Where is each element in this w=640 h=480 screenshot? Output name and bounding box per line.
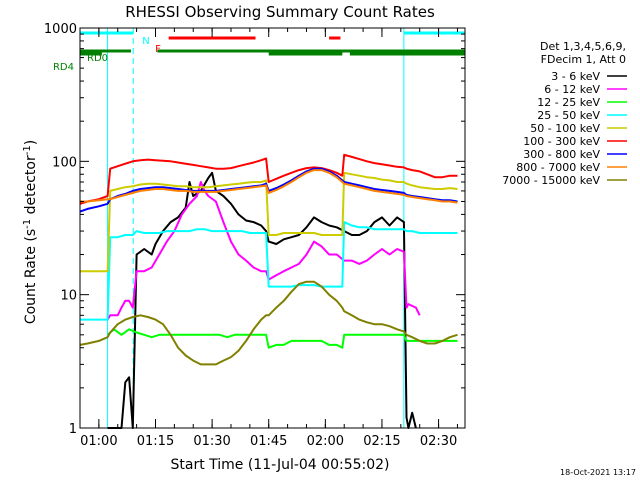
x-tick-label: 02:30: [420, 434, 457, 449]
y-axis-label-exp1: -1: [22, 219, 33, 229]
legend-label-8: 7000 - 15000 keV: [502, 174, 600, 187]
legend-label-7: 800 - 7000 keV: [516, 161, 600, 174]
state-bar-1: [168, 36, 256, 40]
legend-label-6: 300 - 800 keV: [523, 148, 600, 161]
state-label-rd0: RD0: [87, 53, 108, 64]
x-axis-label: Start Time (11-Jul-04 00:55:02): [170, 457, 389, 473]
y-axis-label-main: Count Rate (s: [23, 229, 39, 324]
state-bar-3: [349, 52, 465, 56]
series-line-7: [80, 169, 458, 204]
y-tick-label: 1000: [44, 22, 77, 37]
legend-label-3: 25 - 50 keV: [537, 109, 600, 122]
y-axis-label-end: ): [23, 140, 39, 145]
x-tick-label: 01:45: [250, 434, 287, 449]
state-bar-3: [268, 52, 343, 56]
state-bar-0: [403, 31, 465, 35]
footer-timestamp: 18-Oct-2021 13:17: [560, 468, 636, 477]
legend-header-line-2: FDecim 1, Att 0: [541, 53, 626, 66]
series-line-4: [80, 171, 458, 273]
x-tick-label: 02:15: [363, 434, 400, 449]
state-bar-1: [329, 36, 341, 40]
state-label-n: N: [142, 36, 149, 47]
y-tick-label: 1: [69, 422, 77, 437]
y-axis-label-exp2: -1: [22, 145, 33, 155]
series-line-3: [80, 221, 458, 321]
legend-label-0: 3 - 6 keV: [551, 70, 600, 83]
state-label-rd4: RD4: [53, 62, 74, 73]
state-label-f: F: [155, 44, 161, 55]
series-line-2: [106, 328, 458, 349]
x-tick-label: 01:30: [193, 434, 230, 449]
state-bar-0: [80, 31, 134, 35]
series-line-6: [79, 167, 458, 213]
plot-layer: [79, 28, 466, 429]
chart-title: RHESSI Observing Summary Count Rates: [125, 3, 435, 21]
state-bar-3: [80, 52, 102, 56]
series-line-0: [107, 171, 417, 429]
plot-frame: [79, 27, 466, 429]
y-tick-label: 100: [52, 155, 77, 170]
y-tick-label: 10: [60, 289, 77, 304]
y-axis-label: Count Rate (s-1 detector-1): [22, 140, 39, 324]
legend-label-1: 6 - 12 keV: [544, 83, 600, 96]
legend-header-line-1: Det 1,3,4,5,6,9,: [540, 40, 626, 53]
series-line-1: [106, 181, 421, 321]
state-bar-2: [80, 49, 131, 53]
state-bar-2: [157, 49, 466, 53]
legend-label-4: 50 - 100 keV: [530, 122, 600, 135]
legend: Det 1,3,4,5,6,9, FDecim 1, Att 0 3 - 6 k…: [502, 40, 627, 187]
x-tick-label: 01:00: [80, 434, 117, 449]
series-line-8: [79, 280, 458, 366]
legend-label-2: 12 - 25 keV: [537, 96, 600, 109]
series-line-5: [79, 153, 458, 205]
x-tick-label: 02:00: [307, 434, 344, 449]
axes-layer: 1 10 100 1000 01:00 01:15 01:30 01:45 02:00 02:15…: [44, 22, 466, 449]
legend-label-5: 100 - 300 keV: [523, 135, 600, 148]
x-tick-label: 01:15: [137, 434, 174, 449]
y-axis-label-mid: detector: [23, 155, 39, 219]
